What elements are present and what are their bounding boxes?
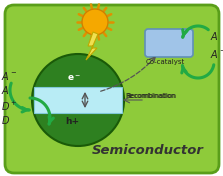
Text: $D^+$: $D^+$ (1, 99, 17, 112)
Text: $D$: $D$ (1, 114, 10, 126)
FancyBboxPatch shape (34, 87, 122, 113)
Text: $A$: $A$ (1, 84, 10, 96)
Polygon shape (86, 32, 98, 60)
FancyBboxPatch shape (145, 29, 193, 57)
Text: Semiconductor: Semiconductor (92, 143, 204, 156)
Circle shape (82, 9, 108, 35)
Text: e$^-$: e$^-$ (67, 73, 81, 83)
Text: $A^-$: $A^-$ (1, 70, 17, 82)
Text: Co-catalyst: Co-catalyst (145, 59, 185, 65)
Text: h+: h+ (65, 117, 79, 126)
Text: Recombination: Recombination (125, 93, 175, 99)
Text: Recombination: Recombination (126, 93, 176, 99)
Text: $A$: $A$ (210, 30, 219, 42)
FancyBboxPatch shape (5, 5, 219, 173)
Text: $A^-$: $A^-$ (210, 48, 223, 60)
Circle shape (32, 54, 124, 146)
